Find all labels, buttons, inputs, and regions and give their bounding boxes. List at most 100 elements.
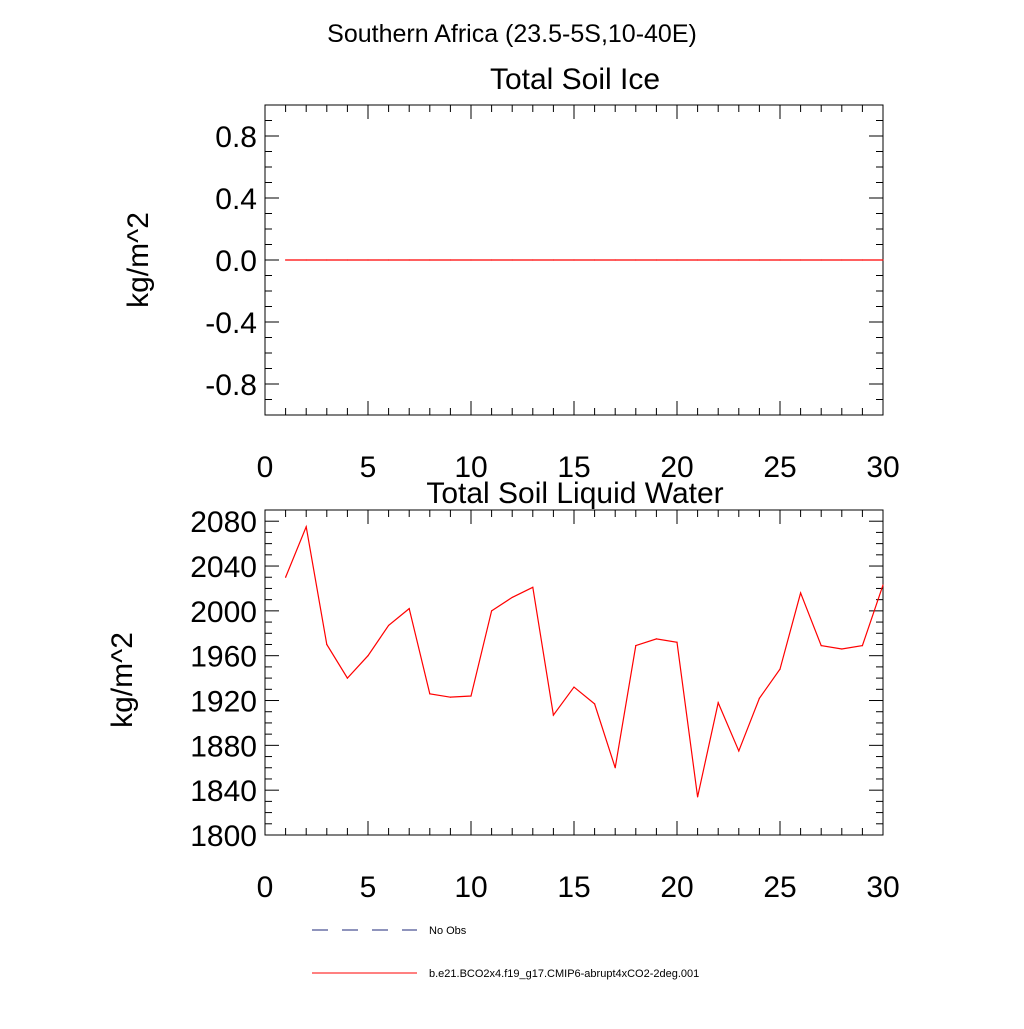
legend-label-model: b.e21.BCO2x4.f19_g17.CMIP6-abrupt4xCO2-2… xyxy=(429,968,699,980)
data-point xyxy=(511,596,513,599)
x-tick-label: 15 xyxy=(557,871,590,904)
data-point xyxy=(305,526,307,528)
x-tick-label: 30 xyxy=(866,451,899,484)
x-tick-label: 5 xyxy=(360,871,377,904)
x-tick-label: 0 xyxy=(257,451,274,484)
x-tick-label: 20 xyxy=(660,871,693,904)
data-point xyxy=(429,693,431,695)
y-tick-label: 0.0 xyxy=(215,245,257,278)
y-tick-label: 2000 xyxy=(190,596,257,629)
data-point xyxy=(820,645,822,647)
x-tick-label: 15 xyxy=(557,451,590,484)
y-tick-label: 2040 xyxy=(190,551,257,584)
data-point xyxy=(449,259,451,261)
data-point xyxy=(738,259,740,261)
data-point xyxy=(738,750,740,752)
series-line xyxy=(285,524,884,798)
y-tick-label: 2080 xyxy=(190,506,257,539)
y-axis-label: kg/m^2 xyxy=(122,212,155,308)
x-tick-label: 5 xyxy=(360,451,377,484)
legend-label-no-obs: No Obs xyxy=(429,925,467,937)
data-point xyxy=(552,259,555,261)
data-point xyxy=(305,259,307,261)
data-point xyxy=(511,259,513,261)
data-point xyxy=(861,259,864,261)
data-point xyxy=(758,697,761,699)
data-point xyxy=(346,259,348,261)
data-point xyxy=(285,259,287,261)
data-point xyxy=(388,259,390,261)
data-point xyxy=(882,259,884,261)
data-point xyxy=(573,686,575,688)
data-point xyxy=(532,259,534,261)
data-point xyxy=(532,586,534,588)
data-point xyxy=(820,259,822,261)
data-point xyxy=(841,648,843,650)
y-tick-label: 0.8 xyxy=(215,121,257,154)
y-tick-label: 1960 xyxy=(190,641,257,674)
data-point xyxy=(346,677,348,679)
data-point xyxy=(717,702,719,704)
data-point xyxy=(552,714,555,716)
x-tick-label: 10 xyxy=(454,451,487,484)
data-point xyxy=(697,259,699,261)
data-point xyxy=(779,259,781,261)
x-tick-label: 25 xyxy=(763,871,796,904)
y-axis-label: kg/m^2 xyxy=(106,632,139,728)
data-point xyxy=(429,259,431,261)
x-tick-label: 0 xyxy=(257,871,274,904)
data-point xyxy=(614,259,616,261)
data-point xyxy=(717,259,719,261)
x-tick-label: 25 xyxy=(763,451,796,484)
data-point xyxy=(326,643,328,646)
data-point xyxy=(655,638,658,640)
data-point xyxy=(800,259,802,261)
y-tick-label: 1840 xyxy=(190,775,257,808)
data-point xyxy=(758,259,761,261)
y-tick-label: 0.4 xyxy=(215,183,257,216)
panel-total-soil-liquid-water: Total Soil Liquid Water kg/m^2 0 5 10 15 20 2… xyxy=(106,477,900,904)
data-point xyxy=(470,695,472,697)
y-tick-label: 1920 xyxy=(190,686,257,719)
data-point xyxy=(388,624,390,627)
data-point xyxy=(285,576,287,578)
panel-title: Total Soil Liquid Water xyxy=(426,477,723,510)
data-point xyxy=(635,645,637,647)
plot-frame xyxy=(264,509,884,836)
data-point xyxy=(635,259,637,261)
data-point xyxy=(449,696,451,698)
data-point xyxy=(367,655,369,657)
data-point xyxy=(779,668,781,670)
data-point xyxy=(614,767,616,769)
x-tick-label: 20 xyxy=(660,451,693,484)
data-point xyxy=(594,259,596,261)
data-point xyxy=(573,259,575,261)
panel-total-soil-ice: Total Soil Ice kg/m^2 0 5 10 15 20 25 30 -0.8 -0… xyxy=(122,63,900,484)
data-point xyxy=(655,259,658,261)
data-point xyxy=(367,259,369,261)
data-point xyxy=(491,610,493,612)
x-tick-label: 10 xyxy=(454,871,487,904)
panel-title: Total Soil Ice xyxy=(490,63,660,96)
data-point xyxy=(676,259,678,261)
y-tick-label: 1880 xyxy=(190,730,257,763)
data-point xyxy=(594,703,596,705)
data-point xyxy=(326,259,328,261)
data-point xyxy=(800,592,802,594)
legend: No Obs b.e21.BCO2x4.f19_g17.CMIP6-abrupt… xyxy=(312,925,699,980)
data-point xyxy=(882,584,884,586)
data-point xyxy=(470,259,472,261)
data-point xyxy=(408,259,410,261)
y-tick-label: 1800 xyxy=(190,820,257,853)
data-point xyxy=(676,641,678,643)
data-point xyxy=(697,796,699,798)
y-tick-label: -0.8 xyxy=(205,369,257,402)
x-tick-label: 30 xyxy=(866,871,899,904)
y-tick-label: -0.4 xyxy=(205,307,257,340)
data-point xyxy=(491,259,493,261)
figure-title: Southern Africa (23.5-5S,10-40E) xyxy=(327,20,697,48)
data-point xyxy=(841,259,843,261)
data-point xyxy=(861,645,864,647)
